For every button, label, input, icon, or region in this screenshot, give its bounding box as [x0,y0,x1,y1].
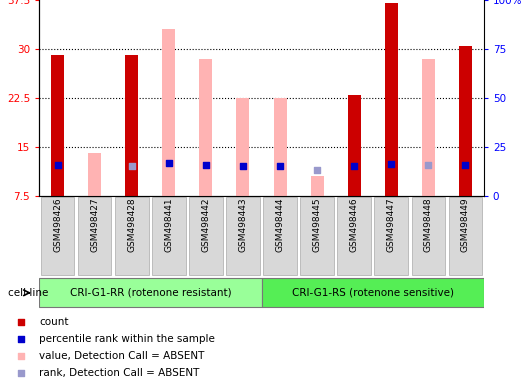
FancyBboxPatch shape [337,197,371,275]
Text: count: count [39,317,69,327]
Point [53,162,62,169]
Text: GSM498428: GSM498428 [127,197,137,252]
Bar [126,56,138,196]
FancyBboxPatch shape [449,197,482,275]
Text: CRI-G1-RS (rotenone sensitive): CRI-G1-RS (rotenone sensitive) [292,288,453,298]
Point [17,319,25,325]
Bar [163,30,175,196]
Point [165,159,173,166]
Text: GSM498427: GSM498427 [90,197,99,252]
FancyBboxPatch shape [262,278,484,308]
FancyBboxPatch shape [264,197,297,275]
Bar [459,46,472,196]
Text: GSM498442: GSM498442 [201,197,210,252]
Bar [51,56,64,196]
Bar [274,98,287,196]
Point [239,164,247,170]
Text: GSM498443: GSM498443 [238,197,247,252]
Bar [199,59,212,196]
Point [350,164,358,170]
Bar [88,154,101,196]
FancyBboxPatch shape [226,197,259,275]
FancyBboxPatch shape [189,197,223,275]
FancyBboxPatch shape [78,197,111,275]
Text: GSM498447: GSM498447 [386,197,396,252]
Point [313,167,321,174]
Point [387,161,395,167]
Point [17,336,25,342]
FancyBboxPatch shape [300,197,334,275]
Bar [348,95,360,196]
Text: GSM498449: GSM498449 [461,197,470,252]
Point [276,164,284,170]
Point [128,164,136,170]
FancyBboxPatch shape [412,197,445,275]
Text: GSM498446: GSM498446 [349,197,359,252]
FancyBboxPatch shape [41,197,74,275]
Bar [385,3,397,196]
Text: rank, Detection Call = ABSENT: rank, Detection Call = ABSENT [39,368,200,378]
Point [17,370,25,376]
Text: GSM498448: GSM498448 [424,197,433,252]
Text: GSM498445: GSM498445 [313,197,322,252]
Bar [422,59,435,196]
Text: GSM498426: GSM498426 [53,197,62,252]
Bar [236,98,249,196]
Point [17,353,25,359]
Point [424,162,433,169]
Text: value, Detection Call = ABSENT: value, Detection Call = ABSENT [39,351,204,361]
Text: percentile rank within the sample: percentile rank within the sample [39,334,215,344]
Text: CRI-G1-RR (rotenone resistant): CRI-G1-RR (rotenone resistant) [70,288,231,298]
Text: GSM498441: GSM498441 [164,197,174,252]
Point [202,162,210,169]
Point [461,162,470,169]
FancyBboxPatch shape [152,197,186,275]
FancyBboxPatch shape [374,197,408,275]
FancyBboxPatch shape [39,278,262,308]
Bar [311,176,324,196]
Text: GSM498444: GSM498444 [276,197,285,252]
FancyBboxPatch shape [115,197,149,275]
Text: cell line: cell line [8,288,49,298]
